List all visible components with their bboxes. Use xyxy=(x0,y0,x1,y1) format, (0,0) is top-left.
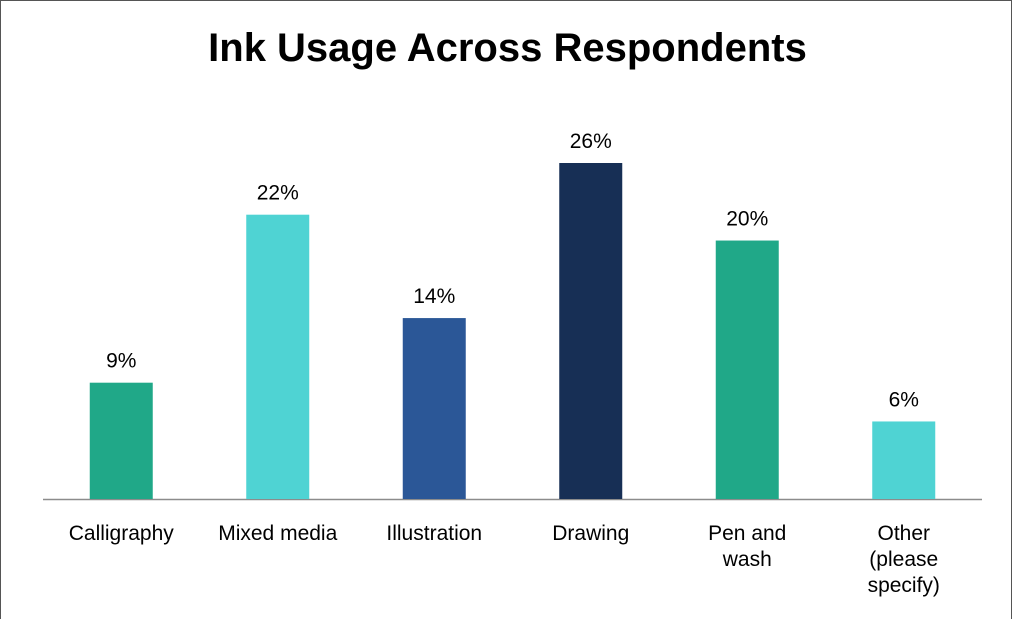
tick-label-line: Pen and xyxy=(708,522,786,545)
data-label-4: 20% xyxy=(726,208,768,231)
bar-2 xyxy=(402,318,466,499)
bar-5 xyxy=(872,421,936,499)
bar-4 xyxy=(715,240,779,500)
tick-label-line: Illustration xyxy=(386,522,482,545)
bar-3 xyxy=(559,163,623,499)
tick-label-3: Drawing xyxy=(552,522,629,545)
tick-label-2: Illustration xyxy=(386,522,482,545)
chart-title: Ink Usage Across Respondents xyxy=(208,26,807,70)
tick-labels-group: Calligraphy Mixed media Illustration Drawin… xyxy=(69,522,940,597)
tick-label-4: Pen and wash xyxy=(708,522,786,571)
tick-label-line: Calligraphy xyxy=(69,522,175,545)
data-label-1: 22% xyxy=(257,182,299,205)
data-label-5: 6% xyxy=(889,388,919,411)
tick-label-line: Drawing xyxy=(552,522,629,545)
data-label-0: 9% xyxy=(106,350,136,373)
bar-0 xyxy=(89,382,153,499)
tick-label-0: Calligraphy xyxy=(69,522,175,545)
data-labels-group: 9% 22% 14% 26% 20% 6% xyxy=(106,130,919,411)
bar-1 xyxy=(246,214,310,499)
data-label-2: 14% xyxy=(413,285,455,308)
tick-label-line: specify) xyxy=(868,574,940,597)
tick-label-line: (please xyxy=(869,548,938,571)
tick-label-line: Mixed media xyxy=(218,522,337,545)
tick-label-5: Other (please specify) xyxy=(868,522,940,597)
tick-label-line: wash xyxy=(722,548,772,571)
bars-group xyxy=(89,163,936,500)
data-label-3: 26% xyxy=(570,130,612,153)
tick-label-line: Other xyxy=(877,522,930,545)
tick-label-1: Mixed media xyxy=(218,522,337,545)
